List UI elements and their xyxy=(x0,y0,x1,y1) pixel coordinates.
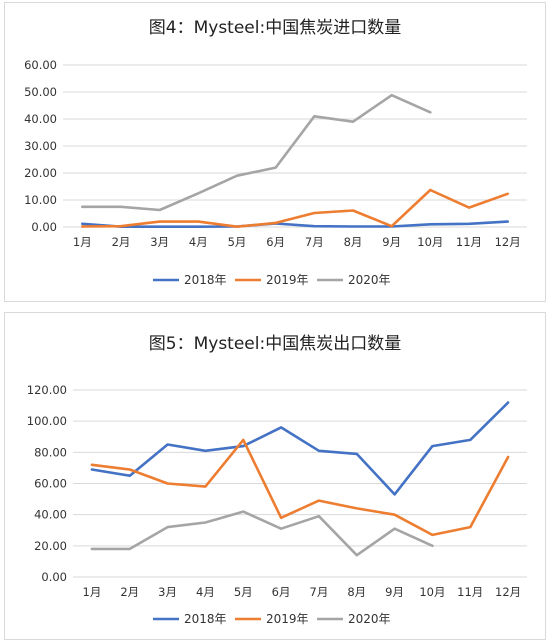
y-tick-label: 10.00 xyxy=(24,193,57,207)
legend-item: 2018年 xyxy=(153,612,227,626)
y-tick-label: 40.00 xyxy=(24,112,57,126)
y-tick-label: 50.00 xyxy=(24,85,57,99)
y-tick-label: 30.00 xyxy=(24,139,57,153)
legend-item: 2019年 xyxy=(235,612,309,626)
series-line-2019年 xyxy=(81,188,510,228)
import-chart: 0.00 10.00 20.00 30.00 40.00 50.00 60.00 1月 2月 3月… xyxy=(24,58,527,287)
x-tick-label: 10月 xyxy=(419,585,445,599)
x-tick-label: 11月 xyxy=(457,585,483,599)
x-tick-label: 11月 xyxy=(456,235,482,249)
x-tick-label: 10月 xyxy=(417,235,443,249)
x-tick-label: 3月 xyxy=(158,585,177,599)
legend-label: 2019年 xyxy=(266,612,309,626)
y-tick-label: 80.00 xyxy=(34,445,67,459)
x-tick-label: 2月 xyxy=(120,585,139,599)
x-tick-label: 6月 xyxy=(272,585,291,599)
x-tick-label: 5月 xyxy=(228,235,247,249)
import-chart-panel: 图4：Mysteel:中国焦炭进口数量 0.00 10.00 20.00 30.00 4… xyxy=(4,2,546,302)
x-tick-label: 7月 xyxy=(305,235,324,249)
series-line-2018年 xyxy=(90,401,510,496)
x-tick-label: 3月 xyxy=(150,235,169,249)
legend-label: 2020年 xyxy=(348,273,391,287)
y-tick-label: 20.00 xyxy=(24,166,57,180)
y-tick-label: 120.00 xyxy=(27,383,67,397)
legend-item: 2020年 xyxy=(317,273,391,287)
y-tick-label: 100.00 xyxy=(27,414,67,428)
export-chart: 0.00 20.00 40.00 60.00 80.00 100.00 120.00 1月 2月… xyxy=(27,383,527,626)
x-tick-label: 1月 xyxy=(83,585,102,599)
x-tick-label: 6月 xyxy=(266,235,285,249)
series-line-2020年 xyxy=(90,510,434,557)
legend-label: 2019年 xyxy=(266,273,309,287)
legend-label: 2020年 xyxy=(348,612,391,626)
x-tick-label: 7月 xyxy=(310,585,329,599)
x-tick-label: 4月 xyxy=(189,235,208,249)
import-chart-title: 图4：Mysteel:中国焦炭进口数量 xyxy=(148,18,402,38)
x-tick-label: 5月 xyxy=(234,585,253,599)
y-tick-label: 0.00 xyxy=(31,220,57,234)
legend-item: 2018年 xyxy=(153,273,227,287)
series-line-2018年 xyxy=(81,220,510,228)
x-tick-label: 2月 xyxy=(112,235,131,249)
x-tick-label: 9月 xyxy=(382,235,401,249)
legend-label: 2018年 xyxy=(184,612,227,626)
y-tick-label: 60.00 xyxy=(24,58,57,72)
x-tick-label: 8月 xyxy=(347,585,366,599)
export-chart-title: 图5：Mysteel:中国焦炭出口数量 xyxy=(148,334,402,354)
export-chart-panel: 图5：Mysteel:中国焦炭出口数量 0.00 20.00 40.00 60.00 8… xyxy=(4,312,546,640)
y-tick-label: 60.00 xyxy=(34,477,67,491)
legend-label: 2018年 xyxy=(184,273,227,287)
y-tick-label: 20.00 xyxy=(34,539,67,553)
x-tick-label: 9月 xyxy=(385,585,404,599)
y-tick-label: 0.00 xyxy=(41,570,67,584)
x-tick-label: 12月 xyxy=(495,235,521,249)
series-line-2019年 xyxy=(90,438,510,537)
x-tick-label: 1月 xyxy=(73,235,92,249)
legend-item: 2019年 xyxy=(235,273,309,287)
x-tick-label: 8月 xyxy=(344,235,363,249)
legend-item: 2020年 xyxy=(317,612,391,626)
y-tick-label: 40.00 xyxy=(34,508,67,522)
x-tick-label: 4月 xyxy=(196,585,215,599)
x-tick-label: 12月 xyxy=(495,585,521,599)
series-line-2020年 xyxy=(81,93,432,212)
